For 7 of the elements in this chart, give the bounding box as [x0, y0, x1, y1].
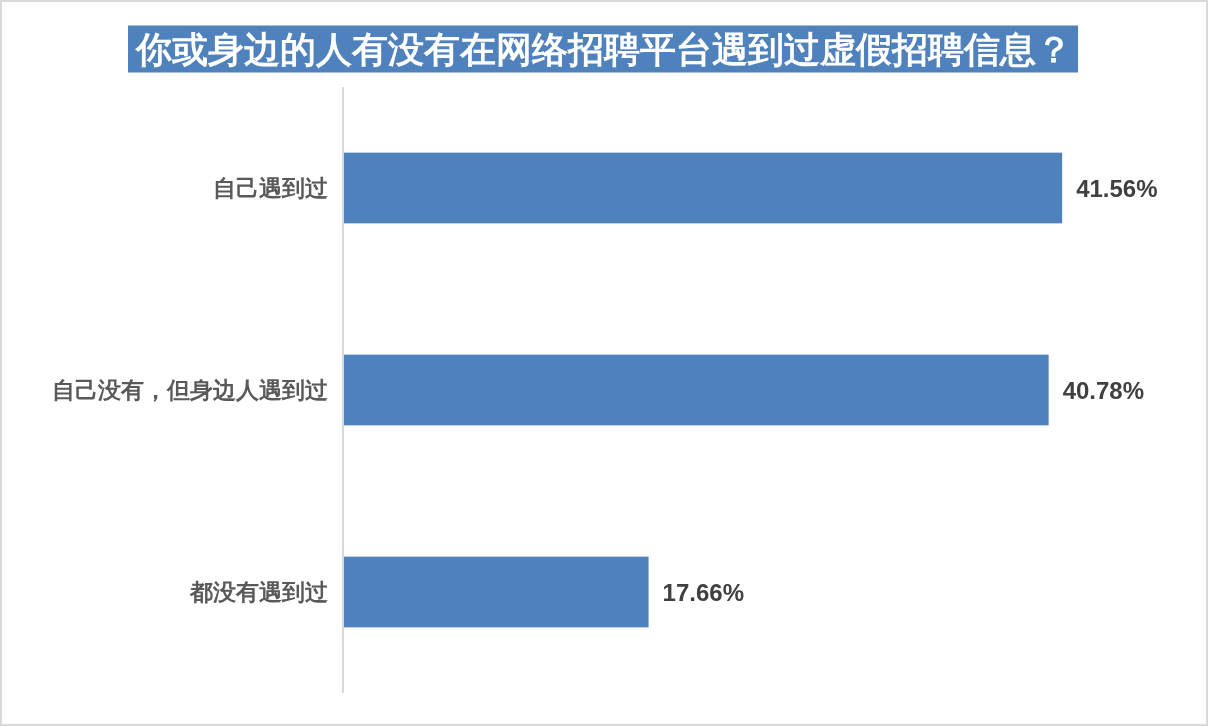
- category-label: 自己遇到过: [213, 175, 328, 201]
- data-label: 41.56%: [1076, 174, 1158, 202]
- category-label: 自己没有，但身边人遇到过: [52, 377, 328, 403]
- data-label: 17.66%: [662, 578, 744, 606]
- category-label: 都没有遇到过: [190, 579, 328, 605]
- data-label: 40.78%: [1062, 376, 1145, 404]
- title: 你或身边的人有没有在网络招聘平台遇到过虚假招聘信息？: [136, 28, 1072, 70]
